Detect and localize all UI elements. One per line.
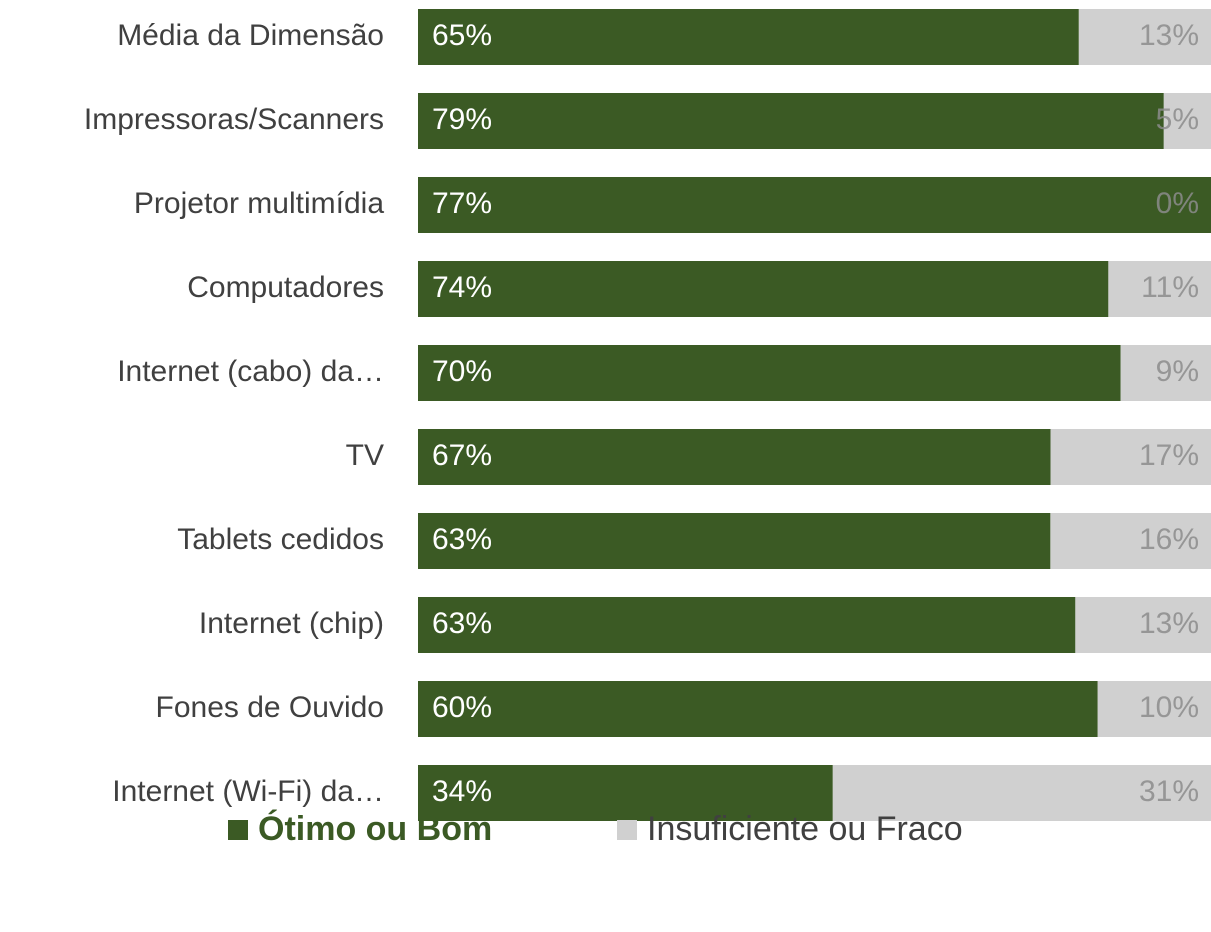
data-label: 31% [1139,775,1199,808]
bar-segment [418,9,1079,65]
data-label: 17% [1139,439,1199,472]
bar-segment [418,177,1211,233]
bar-segment [1075,597,1211,653]
y-tick-label: Fones de Ouvido [156,691,384,724]
data-label: 13% [1139,607,1199,640]
bar-segment [832,765,1211,821]
y-tick-label: Internet (Wi-Fi) da… [112,775,384,808]
bar-segment [1078,9,1211,65]
bar-segment [418,93,1164,149]
bar-segment [418,345,1121,401]
data-label: 13% [1139,19,1199,52]
legend-label: Ótimo ou Bom [258,810,492,848]
bar-segment [1050,429,1211,485]
y-tick-label: Internet (chip) [199,607,384,640]
data-label: 79% [432,103,492,136]
y-tick-label: Projetor multimídia [134,187,384,220]
data-label: 11% [1141,271,1199,304]
legend-swatch [617,820,637,840]
data-label: 63% [432,523,492,556]
bar-segment [418,513,1051,569]
legend-label: Insuficiente ou Fraco [647,810,963,848]
y-tick-label: Internet (cabo) da… [117,355,384,388]
bar-segment [418,597,1076,653]
data-label: 70% [432,355,492,388]
data-label: 9% [1156,355,1199,388]
y-tick-label: Média da Dimensão [117,19,384,52]
bar-segment [1163,93,1211,149]
y-tick-label: Computadores [187,271,384,304]
data-label: 65% [432,19,492,52]
bar-segment [1108,261,1211,317]
data-label: 5% [1156,103,1199,136]
y-tick-label: TV [346,439,384,472]
bar-segment [418,765,833,821]
data-label: 74% [432,271,492,304]
bar-segment [418,429,1051,485]
data-label: 16% [1139,523,1199,556]
bar-segment [1097,681,1211,737]
data-label: 60% [432,691,492,724]
bar-segment [418,261,1109,317]
legend-swatch [228,820,248,840]
data-label: 77% [432,187,492,220]
bar-segment [1050,513,1211,569]
data-label: 63% [432,607,492,640]
bar-segment [418,681,1098,737]
data-label: 34% [432,775,492,808]
data-label: 67% [432,439,492,472]
bar-segment [1120,345,1211,401]
y-tick-label: Tablets cedidos [177,523,384,556]
data-label: 0% [1156,187,1199,220]
y-tick-label: Impressoras/Scanners [84,103,384,136]
data-label: 10% [1139,691,1199,724]
